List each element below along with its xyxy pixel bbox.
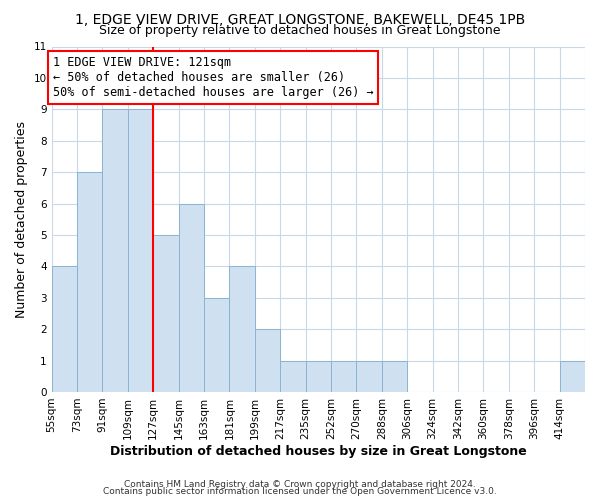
Bar: [382, 360, 407, 392]
Bar: [153, 235, 179, 392]
Bar: [255, 329, 280, 392]
Bar: [128, 110, 153, 392]
Bar: [229, 266, 255, 392]
Bar: [280, 360, 305, 392]
Text: 1 EDGE VIEW DRIVE: 121sqm
← 50% of detached houses are smaller (26)
50% of semi-: 1 EDGE VIEW DRIVE: 121sqm ← 50% of detac…: [53, 56, 374, 99]
Bar: [52, 266, 77, 392]
Text: Contains public sector information licensed under the Open Government Licence v3: Contains public sector information licen…: [103, 488, 497, 496]
Bar: [560, 360, 585, 392]
Text: Contains HM Land Registry data © Crown copyright and database right 2024.: Contains HM Land Registry data © Crown c…: [124, 480, 476, 489]
X-axis label: Distribution of detached houses by size in Great Longstone: Distribution of detached houses by size …: [110, 444, 527, 458]
Bar: [77, 172, 103, 392]
Bar: [179, 204, 204, 392]
Bar: [204, 298, 229, 392]
Text: 1, EDGE VIEW DRIVE, GREAT LONGSTONE, BAKEWELL, DE45 1PB: 1, EDGE VIEW DRIVE, GREAT LONGSTONE, BAK…: [75, 12, 525, 26]
Text: Size of property relative to detached houses in Great Longstone: Size of property relative to detached ho…: [99, 24, 501, 37]
Bar: [356, 360, 382, 392]
Bar: [305, 360, 331, 392]
Y-axis label: Number of detached properties: Number of detached properties: [15, 120, 28, 318]
Bar: [103, 110, 128, 392]
Bar: [331, 360, 356, 392]
